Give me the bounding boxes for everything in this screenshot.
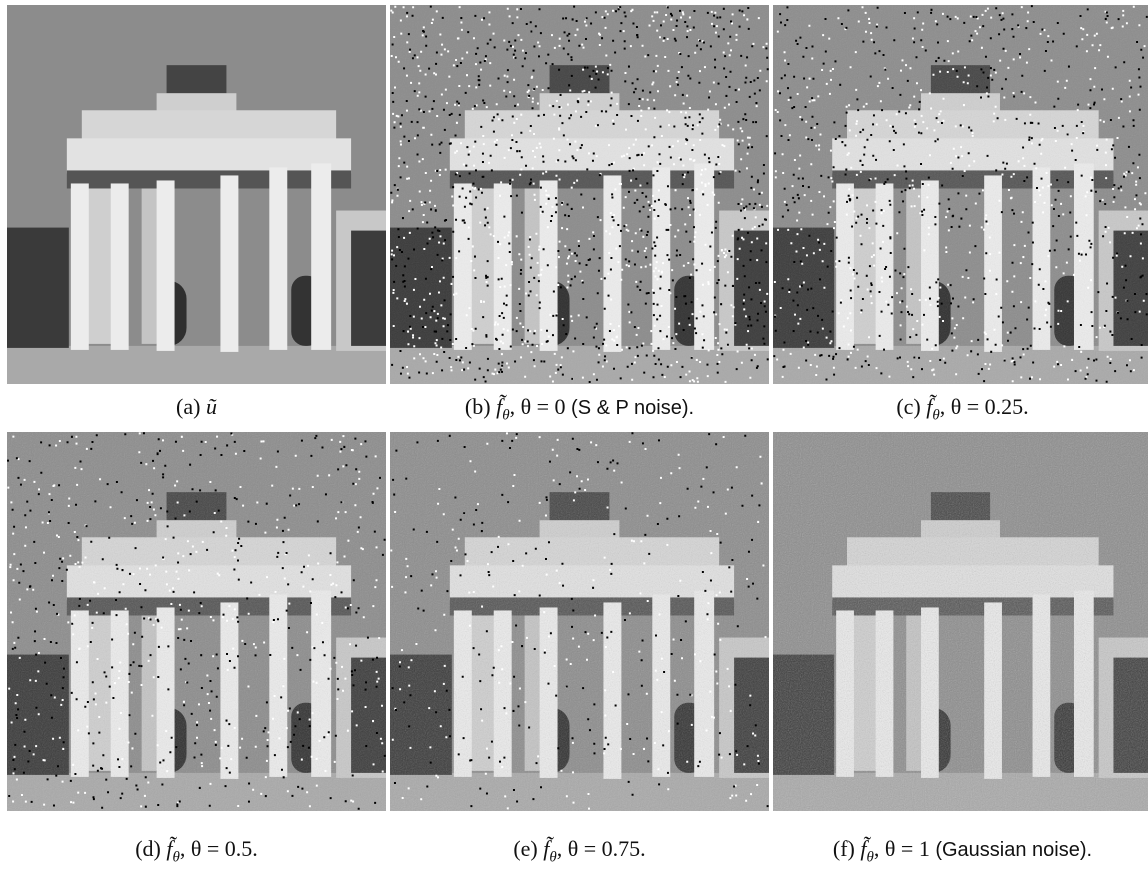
grain — [773, 5, 1148, 384]
caption: (e) f̃θ, θ = 0.75. — [388, 836, 771, 866]
caption: (b) f̃θ, θ = 0 (S & P noise). — [388, 394, 771, 424]
grain — [7, 432, 386, 811]
image — [390, 432, 769, 811]
label: (e) — [513, 836, 537, 861]
label: (c) — [896, 394, 920, 419]
note: (Gaussian noise). — [935, 839, 1092, 861]
eq: , θ = 1 — [874, 836, 930, 861]
image — [390, 5, 769, 384]
caption: (c) f̃θ, θ = 0.25. — [771, 394, 1148, 424]
grain — [773, 432, 1148, 811]
eq: , θ = 0.75. — [557, 836, 646, 861]
image — [7, 5, 386, 384]
eq: , θ = 0.5. — [180, 836, 258, 861]
caption: (d) f̃θ, θ = 0.5. — [5, 836, 388, 866]
eq: , θ = 0 — [510, 394, 566, 419]
eq: , θ = 0.25. — [940, 394, 1029, 419]
photo — [7, 5, 386, 384]
caption: (a) ũ — [5, 394, 388, 420]
label: (b) — [465, 394, 491, 419]
sub: θ — [172, 849, 179, 865]
caption: (f) f̃θ, θ = 1 (Gaussian noise). — [771, 836, 1148, 866]
grain — [390, 5, 769, 384]
figure: (a) ũ(b) f̃θ, θ = 0 (S & P noise).(c) f̃… — [0, 0, 1148, 870]
image — [773, 5, 1148, 384]
label: (a) — [176, 394, 200, 419]
label: (f) — [833, 836, 855, 861]
image — [7, 432, 386, 811]
note: (S & P noise). — [571, 397, 694, 419]
label: (d) — [135, 836, 161, 861]
sym: ũ — [206, 394, 217, 419]
sub: θ — [502, 407, 509, 423]
sub: θ — [867, 849, 874, 865]
sub: θ — [549, 849, 556, 865]
sub: θ — [932, 407, 939, 423]
image — [773, 432, 1148, 811]
